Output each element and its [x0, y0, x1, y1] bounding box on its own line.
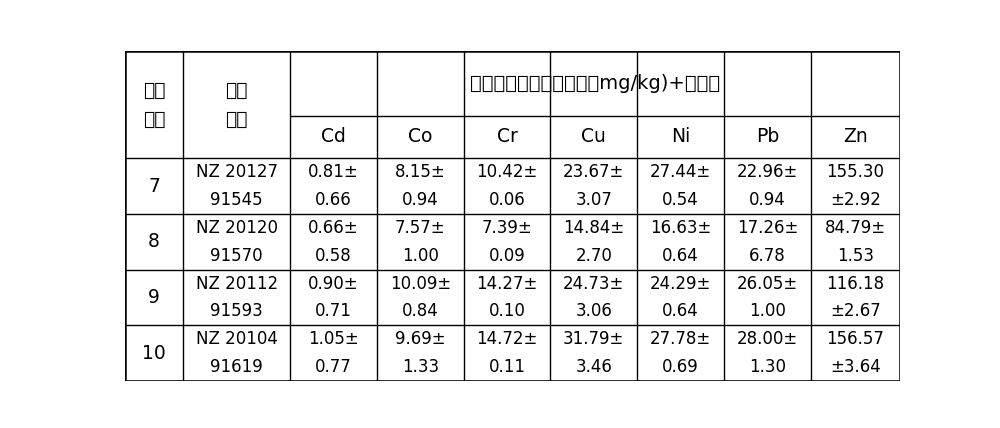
Text: 14.72±: 14.72±	[476, 330, 538, 348]
Text: 1.00: 1.00	[749, 302, 786, 320]
Text: 7.57±: 7.57±	[395, 219, 446, 237]
Text: Cr: Cr	[497, 128, 518, 146]
Text: 91593: 91593	[210, 302, 263, 320]
Text: 14.27±: 14.27±	[476, 275, 538, 293]
Text: 28.00±: 28.00±	[737, 330, 798, 348]
Text: 156.57: 156.57	[826, 330, 884, 348]
Text: 重金属元素浓度平均值（mg/kg)+标准差: 重金属元素浓度平均值（mg/kg)+标准差	[470, 74, 720, 93]
Text: 84.79±: 84.79±	[825, 219, 886, 237]
Text: ±2.92: ±2.92	[830, 191, 881, 209]
Text: NZ 20112: NZ 20112	[196, 275, 278, 293]
Text: 0.66: 0.66	[315, 191, 352, 209]
Text: 91570: 91570	[210, 247, 263, 265]
Text: 14.84±: 14.84±	[563, 219, 624, 237]
Text: 0.58: 0.58	[315, 247, 352, 265]
Text: Cd: Cd	[321, 128, 346, 146]
Text: 0.94: 0.94	[402, 191, 439, 209]
Text: 1.00: 1.00	[402, 247, 439, 265]
Text: 8.15±: 8.15±	[395, 163, 446, 181]
Text: 10.42±: 10.42±	[476, 163, 538, 181]
Text: 0.09: 0.09	[489, 247, 525, 265]
Text: 0.69: 0.69	[662, 358, 699, 376]
Text: 10: 10	[142, 344, 166, 363]
Text: 9.69±: 9.69±	[395, 330, 446, 348]
Text: 1.53: 1.53	[837, 247, 874, 265]
Text: 样品: 样品	[225, 80, 248, 100]
Text: 0.77: 0.77	[315, 358, 352, 376]
Text: Co: Co	[408, 128, 432, 146]
Text: 1.30: 1.30	[749, 358, 786, 376]
Text: 17.26±: 17.26±	[737, 219, 798, 237]
Text: 24.29±: 24.29±	[650, 275, 711, 293]
Text: Pb: Pb	[756, 128, 779, 146]
Text: 样品: 样品	[143, 80, 165, 100]
Text: 116.18: 116.18	[826, 275, 885, 293]
Text: 0.06: 0.06	[489, 191, 525, 209]
Text: 6.78: 6.78	[749, 247, 786, 265]
Text: 0.64: 0.64	[662, 302, 699, 320]
Text: 23.67±: 23.67±	[563, 163, 625, 181]
Text: 7: 7	[148, 177, 160, 196]
Text: Ni: Ni	[671, 128, 690, 146]
Text: 0.66±: 0.66±	[308, 219, 359, 237]
Text: 7.39±: 7.39±	[482, 219, 532, 237]
Text: 91619: 91619	[210, 358, 263, 376]
Text: 91545: 91545	[210, 191, 263, 209]
Text: Zn: Zn	[843, 128, 868, 146]
Text: NZ 20120: NZ 20120	[196, 219, 278, 237]
Text: 0.54: 0.54	[662, 191, 699, 209]
Text: 8: 8	[148, 232, 160, 251]
Text: NZ 20104: NZ 20104	[196, 330, 278, 348]
Text: 0.11: 0.11	[489, 358, 526, 376]
Text: 27.78±: 27.78±	[650, 330, 711, 348]
Text: ±3.64: ±3.64	[830, 358, 881, 376]
Text: 10.09±: 10.09±	[390, 275, 451, 293]
Text: ±2.67: ±2.67	[830, 302, 881, 320]
Text: 3.06: 3.06	[575, 302, 612, 320]
Text: 3.46: 3.46	[575, 358, 612, 376]
Text: 0.84: 0.84	[402, 302, 439, 320]
Text: 16.63±: 16.63±	[650, 219, 711, 237]
Text: 9: 9	[148, 288, 160, 307]
Text: 编号: 编号	[143, 110, 165, 129]
Text: 0.10: 0.10	[489, 302, 526, 320]
Text: 0.64: 0.64	[662, 247, 699, 265]
Text: 155.30: 155.30	[826, 163, 884, 181]
Text: 22.96±: 22.96±	[737, 163, 798, 181]
Text: 1.33: 1.33	[402, 358, 439, 376]
Text: 坐标: 坐标	[225, 110, 248, 129]
Text: 27.44±: 27.44±	[650, 163, 711, 181]
Text: 0.94: 0.94	[749, 191, 786, 209]
Text: Cu: Cu	[581, 128, 606, 146]
Text: 2.70: 2.70	[575, 247, 612, 265]
Text: 24.73±: 24.73±	[563, 275, 625, 293]
Text: 0.90±: 0.90±	[308, 275, 359, 293]
Text: 31.79±: 31.79±	[563, 330, 625, 348]
Text: 0.71: 0.71	[315, 302, 352, 320]
Text: 1.05±: 1.05±	[308, 330, 359, 348]
Text: NZ 20127: NZ 20127	[196, 163, 278, 181]
Text: 26.05±: 26.05±	[737, 275, 798, 293]
Text: 0.81±: 0.81±	[308, 163, 359, 181]
Text: 3.07: 3.07	[575, 191, 612, 209]
